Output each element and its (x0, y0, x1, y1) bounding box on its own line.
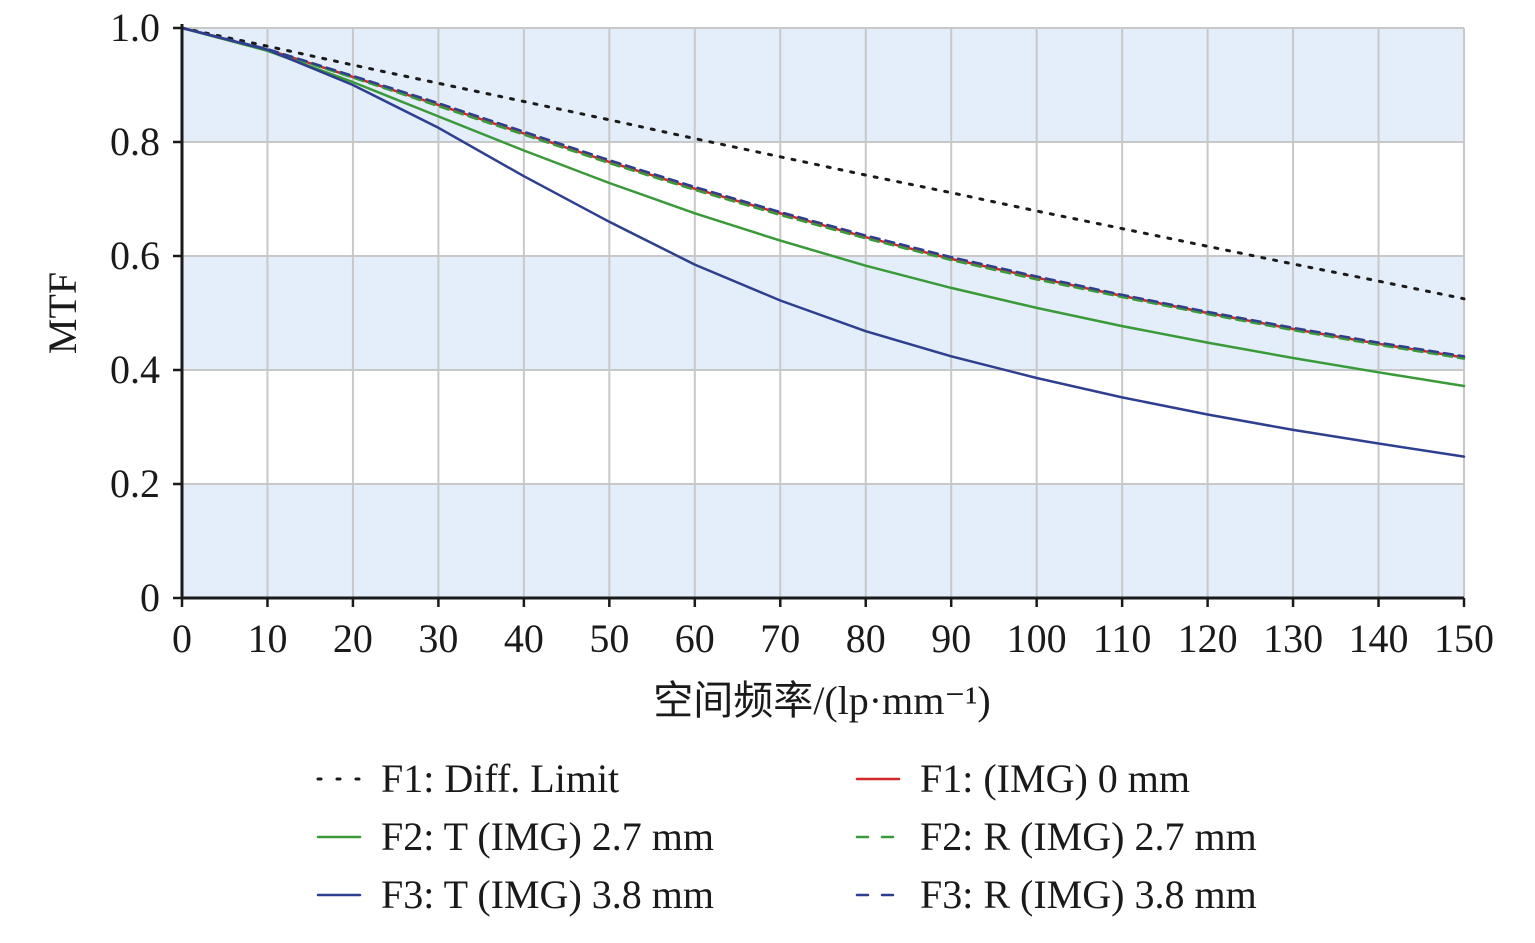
x-axis-title: 空间频率/(lp·mm⁻¹) (653, 678, 991, 723)
y-tick-label: 0.4 (110, 347, 160, 392)
x-tick-label: 30 (418, 616, 458, 661)
legend: F1: Diff. Limit F1: (IMG) 0 mm F2: T (IMG)… (316, 756, 1257, 917)
series-line (180, 26, 1466, 458)
x-tick-label: 20 (333, 616, 373, 661)
series-line (180, 26, 1466, 301)
x-tick-label: 40 (504, 616, 544, 661)
x-tick-labels: 0 10 20 30 40 50 60 70 80 90 100 110 120 130 140 150 (172, 616, 1494, 661)
x-tick-label: 130 (1263, 616, 1323, 661)
axes (173, 24, 1466, 607)
x-tick-label: 80 (846, 616, 886, 661)
y-axis-title: MTF (40, 272, 85, 354)
x-tick-label: 90 (931, 616, 971, 661)
plot-background-bands (182, 28, 1464, 598)
series-line (180, 26, 1466, 388)
x-tick-label: 110 (1093, 616, 1152, 661)
grid-lines (182, 27, 1465, 598)
x-tick-label: 0 (172, 616, 192, 661)
legend-label: F1: (IMG) 0 mm (920, 756, 1190, 801)
x-tick-label: 10 (247, 616, 287, 661)
y-tick-label: 1.0 (110, 5, 160, 50)
series-lines (180, 26, 1466, 458)
x-tick-label: 50 (589, 616, 629, 661)
x-tick-label: 140 (1349, 616, 1409, 661)
x-tick-label: 150 (1434, 616, 1494, 661)
y-tick-label: 0.2 (110, 461, 160, 506)
series-line (180, 26, 1466, 359)
x-tick-label: 70 (760, 616, 800, 661)
y-tick-labels: 0 0.2 0.4 0.6 0.8 1.0 (110, 5, 160, 620)
x-tick-label: 120 (1178, 616, 1238, 661)
y-tick-label: 0.6 (110, 233, 160, 278)
legend-label: F2: R (IMG) 2.7 mm (920, 814, 1257, 859)
x-tick-label: 100 (1007, 616, 1067, 661)
legend-label: F1: Diff. Limit (381, 756, 619, 801)
series-line (180, 26, 1466, 360)
y-tick-label: 0 (140, 575, 160, 620)
x-tick-label: 60 (675, 616, 715, 661)
y-tick-label: 0.8 (110, 119, 160, 164)
legend-label: F3: T (IMG) 3.8 mm (381, 872, 714, 917)
legend-label: F3: R (IMG) 3.8 mm (920, 872, 1257, 917)
background-band (182, 28, 1464, 142)
background-band (182, 484, 1464, 598)
legend-label: F2: T (IMG) 2.7 mm (381, 814, 714, 859)
